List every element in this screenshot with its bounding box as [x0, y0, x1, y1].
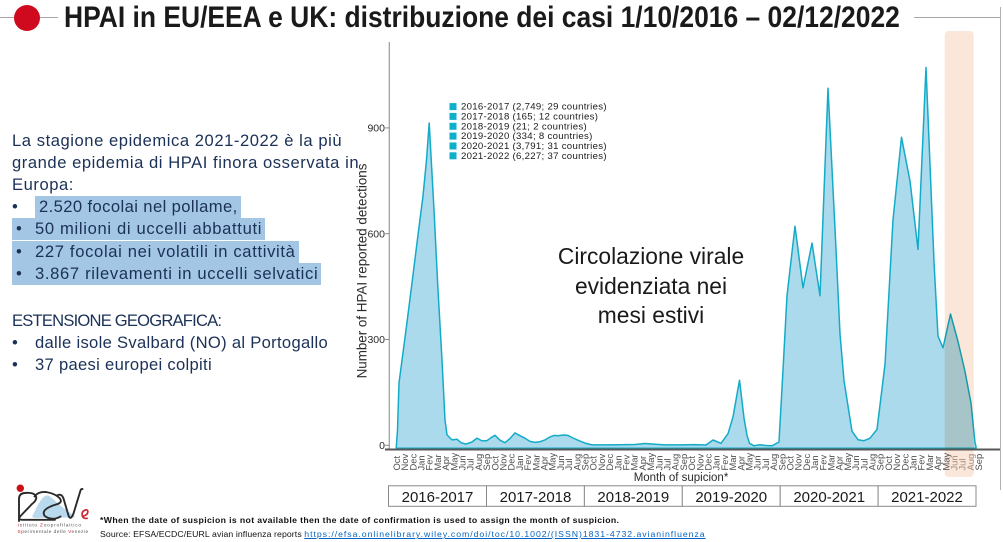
- svg-text:2021-2022 (6,227; 37 countries: 2021-2022 (6,227; 37 countries): [461, 151, 607, 162]
- svg-text:Nov: Nov: [498, 454, 509, 471]
- svg-text:Dec: Dec: [506, 454, 517, 471]
- svg-text:Nov: Nov: [793, 454, 804, 471]
- svg-text:Oct: Oct: [489, 456, 500, 471]
- svg-text:2020-2021: 2020-2021: [793, 489, 865, 506]
- svg-text:Dec: Dec: [407, 454, 418, 471]
- svg-text:Jun: Jun: [457, 455, 468, 470]
- svg-text:Sep: Sep: [776, 454, 787, 471]
- svg-text:Nov: Nov: [694, 454, 705, 471]
- svg-text:900: 900: [367, 123, 385, 135]
- svg-text:Dec: Dec: [899, 454, 910, 471]
- svg-text:Istituto Zooprofilattico: Istituto Zooprofilattico: [18, 523, 82, 529]
- svg-text:Fev: Fev: [522, 455, 533, 471]
- svg-text:Jul: Jul: [957, 459, 968, 471]
- svg-text:Sep: Sep: [973, 454, 984, 471]
- svg-text:Jan: Jan: [908, 455, 919, 470]
- svg-text:Mar: Mar: [727, 454, 738, 470]
- svg-text:0: 0: [379, 440, 385, 452]
- svg-text:Apr: Apr: [834, 456, 845, 471]
- svg-text:2018-2019: 2018-2019: [597, 489, 669, 506]
- svg-text:Oct: Oct: [391, 456, 402, 471]
- svg-text:Apr: Apr: [932, 456, 943, 471]
- svg-text:Aug: Aug: [867, 454, 878, 471]
- svg-text:Jun: Jun: [850, 455, 861, 470]
- svg-text:Sperimentale delle Venezie: Sperimentale delle Venezie: [18, 529, 89, 535]
- svg-text:Sep: Sep: [481, 454, 492, 471]
- svg-text:Dec: Dec: [604, 454, 615, 471]
- svg-text:Jul: Jul: [465, 459, 476, 471]
- svg-text:Jan: Jan: [514, 455, 525, 470]
- svg-text:2016-2017: 2016-2017: [402, 489, 474, 506]
- svg-text:Fev: Fev: [719, 455, 730, 471]
- svg-text:Mar: Mar: [530, 454, 541, 470]
- svg-text:May: May: [940, 452, 951, 470]
- svg-text:Jan: Jan: [416, 455, 427, 470]
- svg-text:Sep: Sep: [678, 454, 689, 471]
- svg-text:Jun: Jun: [949, 455, 960, 470]
- svg-text:Aug: Aug: [473, 454, 484, 471]
- svg-text:Nov: Nov: [596, 454, 607, 471]
- svg-text:2017-2018 (165; 12 countries): 2017-2018 (165; 12 countries): [461, 112, 598, 123]
- svg-text:600: 600: [367, 228, 385, 240]
- svg-text:Oct: Oct: [588, 456, 599, 471]
- svg-text:Mar: Mar: [924, 454, 935, 470]
- svg-text:2020-2021 (3,791; 31 countries: 2020-2021 (3,791; 31 countries): [461, 141, 607, 152]
- svg-text:May: May: [645, 452, 656, 470]
- svg-text:Jun: Jun: [752, 455, 763, 470]
- svg-text:Jan: Jan: [809, 455, 820, 470]
- svg-text:Apr: Apr: [539, 456, 550, 471]
- svg-text:2016-2017 (2,749; 29 countries: 2016-2017 (2,749; 29 countries): [461, 102, 607, 113]
- svg-text:Aug: Aug: [768, 454, 779, 471]
- svg-text:Jan: Jan: [612, 455, 623, 470]
- svg-text:Fev: Fev: [621, 455, 632, 471]
- svg-text:Number of HPAI reported detect: Number of HPAI reported detections: [354, 163, 369, 378]
- svg-text:2018-2019 (21; 2 countries): 2018-2019 (21; 2 countries): [461, 121, 587, 132]
- svg-text:Aug: Aug: [670, 454, 681, 471]
- svg-text:Aug: Aug: [571, 454, 582, 471]
- svg-text:Jun: Jun: [653, 455, 664, 470]
- svg-text:Jun: Jun: [555, 455, 566, 470]
- svg-text:Fev: Fev: [424, 455, 435, 471]
- svg-text:Mar: Mar: [629, 454, 640, 470]
- svg-text:Jul: Jul: [858, 459, 869, 471]
- svg-text:Jul: Jul: [563, 459, 574, 471]
- svg-text:Nov: Nov: [399, 454, 410, 471]
- svg-text:Dec: Dec: [801, 454, 812, 471]
- svg-text:Apr: Apr: [735, 456, 746, 471]
- svg-text:Aug: Aug: [965, 454, 976, 471]
- svg-text:2021-2022: 2021-2022: [891, 489, 963, 506]
- svg-text:Jul: Jul: [662, 459, 673, 471]
- svg-text:May: May: [842, 452, 853, 470]
- svg-text:Apr: Apr: [637, 456, 648, 471]
- svg-text:Oct: Oct: [785, 456, 796, 471]
- svg-text:Mar: Mar: [432, 454, 443, 470]
- svg-text:May: May: [448, 452, 459, 470]
- svg-text:Fev: Fev: [817, 455, 828, 471]
- svg-text:Jan: Jan: [711, 455, 722, 470]
- svg-text:Sep: Sep: [580, 454, 591, 471]
- svg-text:May: May: [547, 452, 558, 470]
- svg-text:Apr: Apr: [440, 456, 451, 471]
- svg-text:2019-2020: 2019-2020: [695, 489, 767, 506]
- svg-text:Oct: Oct: [686, 456, 697, 471]
- svg-text:Oct: Oct: [883, 456, 894, 471]
- svg-text:Mar: Mar: [826, 454, 837, 470]
- svg-text:May: May: [744, 452, 755, 470]
- svg-text:300: 300: [367, 334, 385, 346]
- svg-text:Dec: Dec: [703, 454, 714, 471]
- svg-text:Sep: Sep: [875, 454, 886, 471]
- svg-text:Jul: Jul: [760, 459, 771, 471]
- svg-text:Fev: Fev: [916, 455, 927, 471]
- svg-text:2017-2018: 2017-2018: [500, 489, 572, 506]
- svg-text:Nov: Nov: [891, 454, 902, 471]
- svg-text:Month of supicion*: Month of supicion*: [634, 472, 729, 484]
- svg-text:2019-2020 (334; 8 countries): 2019-2020 (334; 8 countries): [461, 131, 593, 142]
